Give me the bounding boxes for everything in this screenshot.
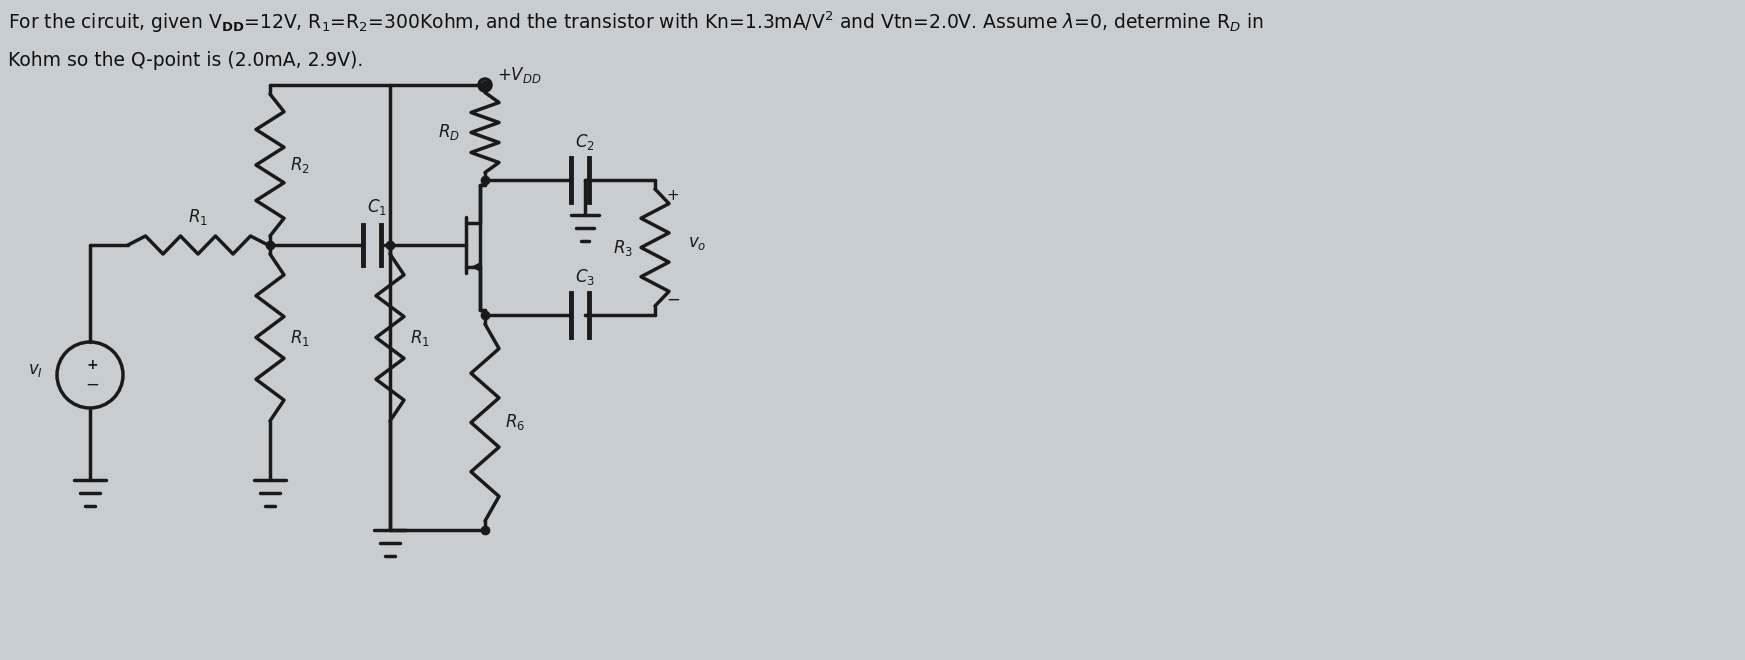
Text: $+V_{DD}$: $+V_{DD}$ bbox=[497, 65, 541, 85]
Text: Kohm so the Q-point is (2.0mA, 2.9V).: Kohm so the Q-point is (2.0mA, 2.9V). bbox=[9, 51, 363, 69]
Text: $v_I$: $v_I$ bbox=[28, 361, 42, 379]
Text: +: + bbox=[667, 187, 679, 203]
Text: $v_o$: $v_o$ bbox=[688, 234, 707, 251]
Text: $R_6$: $R_6$ bbox=[504, 412, 525, 432]
Text: +: + bbox=[86, 358, 98, 372]
Text: $C_2$: $C_2$ bbox=[576, 132, 595, 152]
Text: $R_1$: $R_1$ bbox=[410, 327, 429, 348]
Text: $C_1$: $C_1$ bbox=[366, 197, 387, 217]
Text: $R_D$: $R_D$ bbox=[438, 123, 461, 143]
Text: $R_2$: $R_2$ bbox=[290, 155, 311, 175]
Text: $R_3$: $R_3$ bbox=[612, 238, 633, 257]
Text: −: − bbox=[86, 376, 99, 394]
Text: $R_1$: $R_1$ bbox=[188, 207, 208, 227]
Text: For the circuit, given V$_{\mathbf{DD}}$=12V, R$_1$=R$_2$=300Kohm, and the trans: For the circuit, given V$_{\mathbf{DD}}$… bbox=[9, 9, 1263, 35]
Text: −: − bbox=[667, 291, 681, 309]
Text: $R_1$: $R_1$ bbox=[290, 327, 311, 348]
Text: $C_3$: $C_3$ bbox=[574, 267, 595, 287]
